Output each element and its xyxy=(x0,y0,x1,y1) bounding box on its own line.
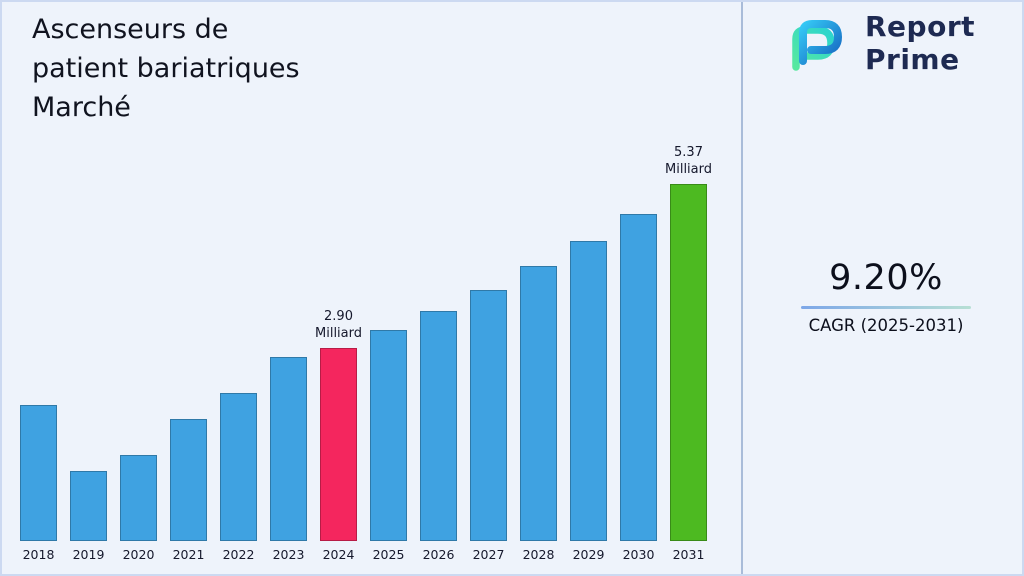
bar-chart: 2018 2019 2020 2021 2022 2023 2.90 Milliard 202… xyxy=(20,145,712,562)
bar-2025 xyxy=(370,330,407,541)
bar-2029 xyxy=(570,241,607,541)
bar-column-2019: 2019 xyxy=(70,466,107,562)
bar-2026 xyxy=(420,311,457,541)
x-axis-label-2024: 2024 xyxy=(322,547,355,562)
x-axis-label-2030: 2030 xyxy=(622,547,655,562)
cagr-underline xyxy=(801,306,971,309)
bar-column-2018: 2018 xyxy=(20,400,57,562)
bar-column-2029: 2029 xyxy=(570,236,607,562)
bar-column-2021: 2021 xyxy=(170,414,207,562)
bar-2031 xyxy=(670,184,707,541)
bar-2027 xyxy=(470,290,507,541)
x-axis-label-2031: 2031 xyxy=(672,547,705,562)
bar-2028 xyxy=(520,266,557,541)
bar-column-2025: 2025 xyxy=(370,325,407,562)
bar-column-2023: 2023 xyxy=(270,352,307,562)
logo-text-line1: Report xyxy=(865,10,976,43)
bar-2021 xyxy=(170,419,207,541)
page-title: Ascenseurs de patient bariatriques March… xyxy=(32,14,300,124)
x-axis-label-2019: 2019 xyxy=(72,547,105,562)
x-axis-label-2018: 2018 xyxy=(22,547,55,562)
cagr-block: 9.20% CAGR (2025-2031) xyxy=(801,258,971,335)
report-prime-logo-text: Report Prime xyxy=(865,10,975,76)
x-axis-label-2028: 2028 xyxy=(522,547,555,562)
bar-2019 xyxy=(70,471,107,541)
report-prime-logo-icon xyxy=(792,20,842,71)
x-axis-label-2021: 2021 xyxy=(172,547,205,562)
bar-value-label-2024: 2.90 Milliard xyxy=(315,309,362,342)
bar-column-2022: 2022 xyxy=(220,388,257,562)
bar-column-2026: 2026 xyxy=(420,306,457,562)
bar-column-2031: 5.37 Milliard 2031 xyxy=(665,145,712,562)
x-axis-label-2027: 2027 xyxy=(472,547,505,562)
x-axis-label-2022: 2022 xyxy=(222,547,255,562)
logo-text-line2: Prime xyxy=(865,43,960,77)
vertical-divider xyxy=(741,2,743,574)
x-axis-label-2025: 2025 xyxy=(372,547,405,562)
x-axis-label-2023: 2023 xyxy=(272,547,305,562)
bar-2020 xyxy=(120,455,157,541)
bar-2024 xyxy=(320,348,357,541)
bar-column-2027: 2027 xyxy=(470,285,507,562)
bar-2018 xyxy=(20,405,57,541)
bar-column-2030: 2030 xyxy=(620,209,657,562)
bar-2023 xyxy=(270,357,307,541)
x-axis-label-2020: 2020 xyxy=(122,547,155,562)
report-prime-logo: Report Prime xyxy=(782,10,975,76)
cagr-label: CAGR (2025-2031) xyxy=(808,316,964,335)
bar-column-2028: 2028 xyxy=(520,261,557,562)
bar-column-2020: 2020 xyxy=(120,450,157,562)
x-axis-label-2029: 2029 xyxy=(572,547,605,562)
bar-2022 xyxy=(220,393,257,541)
bar-column-2024: 2.90 Milliard 2024 xyxy=(315,309,362,562)
x-axis-label-2026: 2026 xyxy=(422,547,455,562)
bar-2030 xyxy=(620,214,657,541)
cagr-value: 9.20% xyxy=(829,258,943,298)
bar-value-label-2031: 5.37 Milliard xyxy=(665,145,712,178)
